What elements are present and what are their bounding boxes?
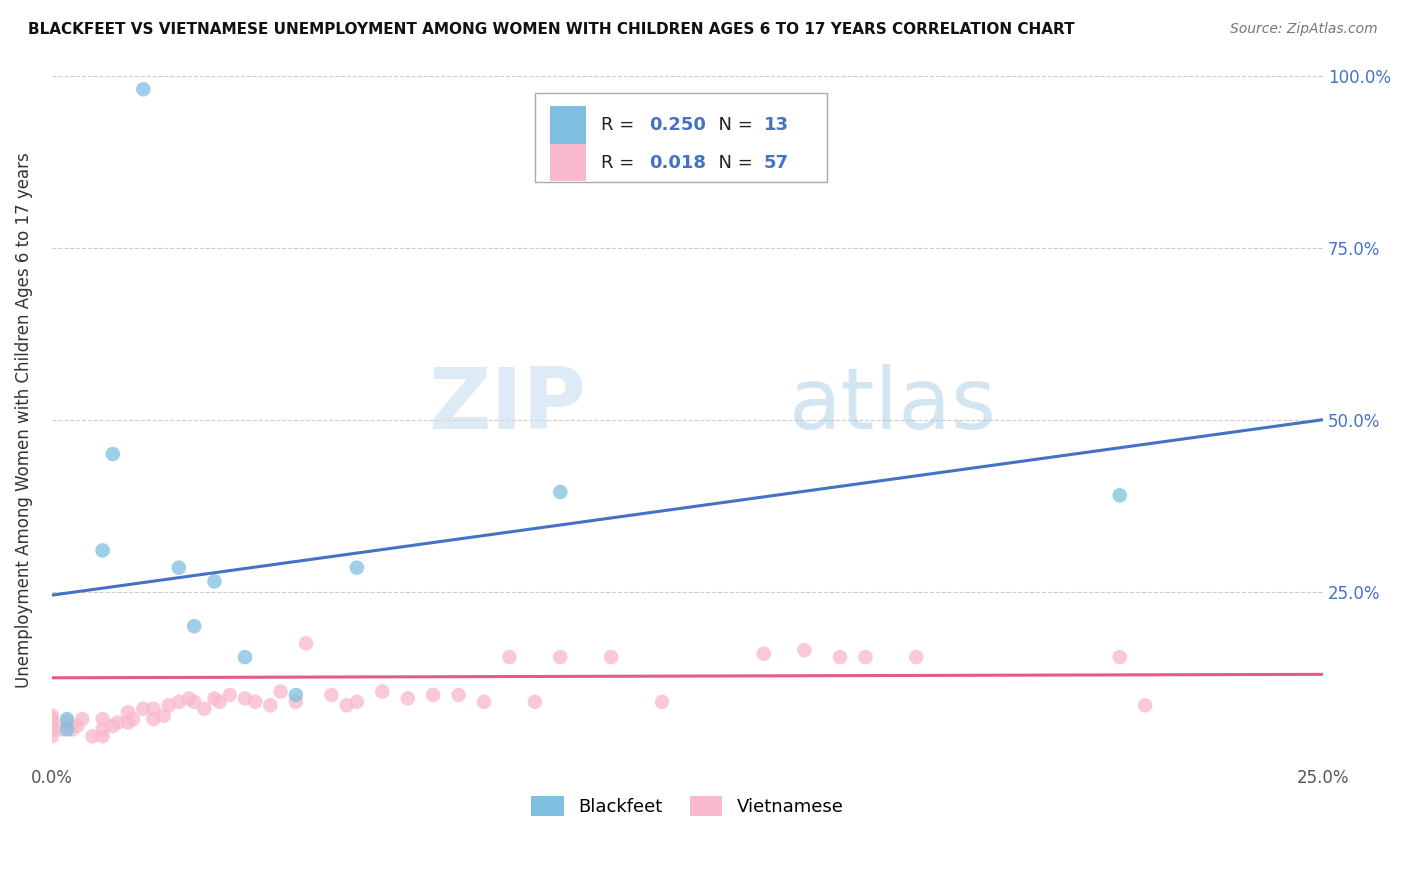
Point [41,708,63,723]
Point [233,650,256,665]
Point [295,636,318,650]
Point [371,684,394,698]
Point [183,695,205,709]
Point [346,560,368,574]
Text: R =: R = [600,153,640,171]
Point [218,688,240,702]
Point [346,695,368,709]
Text: Source: ZipAtlas.com: Source: ZipAtlas.com [1230,22,1378,37]
Point [472,695,495,709]
Point [498,650,520,665]
Point [243,695,266,709]
Point [204,691,226,706]
Point [208,695,231,709]
Point [183,619,205,633]
Point [855,650,877,665]
Point [284,695,307,709]
Point [142,702,165,716]
Point [233,691,256,706]
Point [41,712,63,726]
Point [600,650,623,665]
Text: ZIP: ZIP [427,365,586,448]
Point [651,695,673,709]
Point [91,543,114,558]
Point [117,715,139,730]
Point [284,688,307,702]
Point [51,723,73,737]
Point [66,719,89,733]
Point [447,688,470,702]
Text: 0.250: 0.250 [650,116,706,134]
Text: atlas: atlas [789,365,997,448]
Point [132,702,155,716]
Point [167,560,190,574]
Point [101,447,124,461]
Point [177,691,200,706]
Text: N =: N = [707,153,758,171]
Text: N =: N = [707,116,758,134]
Point [523,695,546,709]
Text: R =: R = [600,116,640,134]
Point [91,723,114,737]
Legend: Blackfeet, Vietnamese: Blackfeet, Vietnamese [524,789,851,823]
Point [41,723,63,737]
Point [157,698,180,713]
Point [91,712,114,726]
Point [828,650,851,665]
Point [270,684,292,698]
Point [1108,650,1130,665]
Point [132,82,155,96]
Point [41,729,63,743]
Y-axis label: Unemployment Among Women with Children Ages 6 to 17 years: Unemployment Among Women with Children A… [15,152,32,688]
Point [152,708,174,723]
Point [193,702,215,716]
Point [122,712,145,726]
Point [101,719,124,733]
Point [91,729,114,743]
Point [905,650,928,665]
Point [752,647,775,661]
FancyBboxPatch shape [550,106,586,144]
Point [72,712,94,726]
Point [142,712,165,726]
Point [336,698,359,713]
Point [82,729,104,743]
Text: BLACKFEET VS VIETNAMESE UNEMPLOYMENT AMONG WOMEN WITH CHILDREN AGES 6 TO 17 YEAR: BLACKFEET VS VIETNAMESE UNEMPLOYMENT AMO… [28,22,1074,37]
Point [1108,488,1130,502]
Text: 57: 57 [763,153,789,171]
Text: 0.018: 0.018 [650,153,706,171]
FancyBboxPatch shape [534,93,827,182]
Point [107,715,129,730]
Point [60,723,83,737]
Point [422,688,444,702]
Point [117,705,139,719]
Text: 13: 13 [763,116,789,134]
Point [396,691,419,706]
FancyBboxPatch shape [550,144,586,181]
Point [167,695,190,709]
Point [259,698,281,713]
Point [793,643,815,657]
Point [56,723,79,737]
Point [56,712,79,726]
Point [1133,698,1156,713]
Point [550,485,572,500]
Point [56,715,79,730]
Point [321,688,343,702]
Point [204,574,226,589]
Point [550,650,572,665]
Point [41,715,63,730]
